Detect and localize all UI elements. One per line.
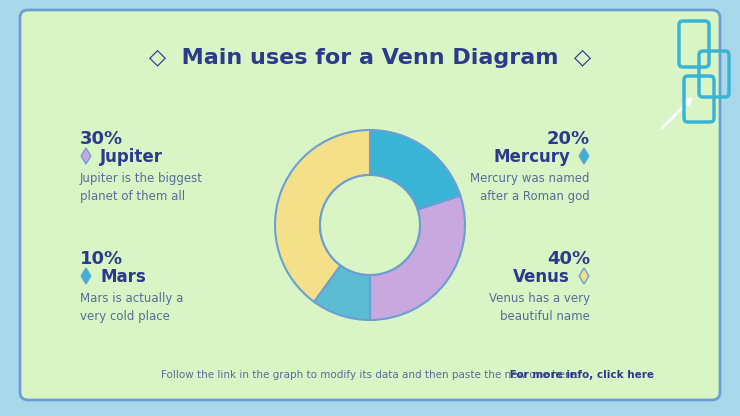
Text: Follow the link in the graph to modify its data and then paste the new one here.: Follow the link in the graph to modify i…	[161, 370, 579, 380]
Text: ◇  Main uses for a Venn Diagram  ◇: ◇ Main uses for a Venn Diagram ◇	[149, 48, 591, 68]
Text: Jupiter: Jupiter	[100, 148, 163, 166]
Circle shape	[320, 175, 420, 275]
Polygon shape	[579, 148, 589, 164]
Text: Jupiter is the biggest
planet of them all: Jupiter is the biggest planet of them al…	[80, 172, 203, 203]
Text: Mars: Mars	[100, 268, 146, 286]
Text: Venus has a very
beautiful name: Venus has a very beautiful name	[489, 292, 590, 323]
Text: 10%: 10%	[80, 250, 123, 268]
Text: 20%: 20%	[547, 130, 590, 148]
Text: Mars is actually a
very cold place: Mars is actually a very cold place	[80, 292, 184, 323]
Text: Mercury was named
after a Roman god: Mercury was named after a Roman god	[471, 172, 590, 203]
Text: 40%: 40%	[547, 250, 590, 268]
Wedge shape	[370, 196, 465, 320]
Text: Mercury: Mercury	[493, 148, 570, 166]
Text: For more info, click here: For more info, click here	[506, 370, 654, 380]
Text: 30%: 30%	[80, 130, 123, 148]
Wedge shape	[370, 130, 460, 210]
Polygon shape	[81, 148, 91, 164]
Wedge shape	[275, 130, 370, 302]
FancyBboxPatch shape	[20, 10, 720, 400]
Wedge shape	[314, 265, 370, 320]
Polygon shape	[81, 268, 91, 284]
Polygon shape	[579, 268, 589, 284]
Text: Venus: Venus	[514, 268, 570, 286]
